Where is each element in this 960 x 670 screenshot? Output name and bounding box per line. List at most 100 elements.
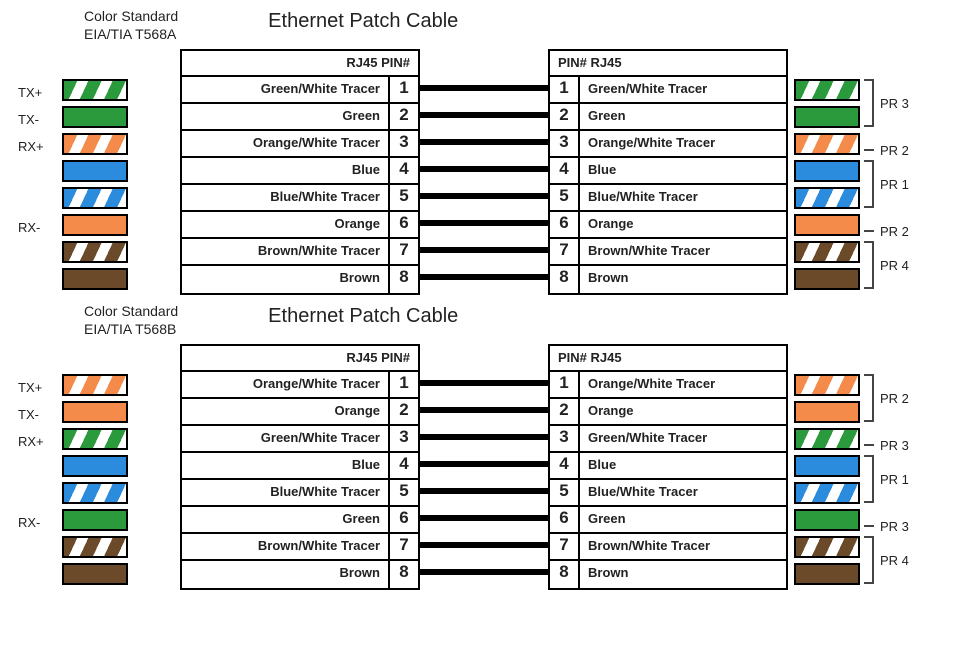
pin-row: Green/White Tracer 1	[182, 77, 418, 104]
color-swatch	[794, 133, 860, 155]
pair-bracket: PR 1	[864, 160, 909, 208]
wire	[420, 407, 548, 413]
pair-dash: PR 2	[864, 224, 909, 239]
pin-name: Green/White Tracer	[580, 426, 786, 451]
pin-number: 1	[388, 77, 418, 102]
dash-icon	[864, 149, 874, 151]
signal-label: RX+	[18, 133, 58, 160]
pin-row: 7 Brown/White Tracer	[550, 534, 786, 561]
pinout-section: Color Standard EIA/TIA T568A Ethernet Pa…	[0, 0, 960, 295]
pin-name: Orange	[182, 399, 388, 424]
section-title: Ethernet Patch Cable	[268, 10, 458, 33]
right-pin-table: PIN# RJ45 1 Orange/White Tracer 2 Orange…	[548, 344, 788, 590]
color-swatch	[62, 482, 128, 504]
pin-name: Brown	[580, 266, 786, 293]
pin-number: 5	[550, 480, 580, 505]
pair-dash: PR 3	[864, 438, 909, 453]
dash-icon	[864, 230, 874, 232]
pin-number: 6	[550, 212, 580, 237]
color-swatch	[62, 509, 128, 531]
pin-row: Orange/White Tracer 3	[182, 131, 418, 158]
pin-row: 3 Orange/White Tracer	[550, 131, 786, 158]
color-swatch	[794, 268, 860, 290]
color-swatch	[794, 509, 860, 531]
wire	[420, 542, 548, 548]
pin-number: 7	[388, 239, 418, 264]
pin-row: 5 Blue/White Tracer	[550, 185, 786, 212]
color-swatch	[62, 106, 128, 128]
signal-label	[18, 455, 58, 482]
dash-icon	[864, 444, 874, 446]
pair-label: PR 2	[880, 391, 909, 406]
pair-dash: PR 3	[864, 519, 909, 534]
left-table-header: RJ45 PIN#	[346, 51, 418, 75]
pin-name: Brown/White Tracer	[580, 534, 786, 559]
pair-label: PR 1	[880, 177, 909, 192]
standard-label: Color Standard EIA/TIA T568A	[18, 8, 178, 43]
pin-row: Orange/White Tracer 1	[182, 372, 418, 399]
pin-number: 7	[550, 239, 580, 264]
pin-number: 4	[388, 453, 418, 478]
pin-number: 6	[550, 507, 580, 532]
signal-label: RX-	[18, 214, 58, 241]
pin-name: Blue/White Tracer	[182, 480, 388, 505]
pin-number: 4	[388, 158, 418, 183]
color-swatch	[62, 241, 128, 263]
pin-number: 8	[550, 266, 580, 293]
color-swatch	[794, 79, 860, 101]
right-swatch-col	[794, 79, 860, 295]
pair-dash: PR 2	[864, 143, 909, 158]
signal-label: RX+	[18, 428, 58, 455]
color-swatch	[794, 241, 860, 263]
wire	[420, 85, 548, 91]
standard-line1: Color Standard	[84, 303, 178, 319]
pin-number: 3	[550, 131, 580, 156]
pin-number: 4	[550, 158, 580, 183]
color-swatch	[794, 214, 860, 236]
color-swatch	[62, 536, 128, 558]
pin-number: 3	[388, 131, 418, 156]
pin-number: 2	[550, 104, 580, 129]
pair-bracket: PR 4	[864, 241, 909, 289]
wire	[420, 434, 548, 440]
wire-connectors	[420, 370, 548, 575]
pair-bracket: PR 1	[864, 455, 909, 503]
bracket-icon	[864, 241, 874, 289]
pin-row: Brown/White Tracer 7	[182, 239, 418, 266]
signal-label	[18, 482, 58, 509]
wire	[420, 380, 548, 386]
left-swatch-col	[62, 79, 128, 295]
pin-row: 8 Brown	[550, 561, 786, 588]
pin-number: 4	[550, 453, 580, 478]
pin-name: Brown/White Tracer	[182, 534, 388, 559]
pin-number: 3	[388, 426, 418, 451]
pair-label: PR 1	[880, 472, 909, 487]
pin-name: Orange/White Tracer	[580, 131, 786, 156]
pin-name: Blue	[182, 453, 388, 478]
wire	[420, 247, 548, 253]
color-swatch	[794, 563, 860, 585]
right-table-header: PIN# RJ45	[550, 51, 622, 75]
color-swatch	[794, 160, 860, 182]
pin-number: 8	[550, 561, 580, 588]
wire	[420, 139, 548, 145]
pin-row: 6 Orange	[550, 212, 786, 239]
pair-label: PR 3	[880, 96, 909, 111]
pair-label: PR 3	[880, 519, 909, 534]
pin-row: 8 Brown	[550, 266, 786, 293]
pin-name: Blue/White Tracer	[580, 185, 786, 210]
signal-labels: TX+TX-RX+RX-	[18, 374, 58, 590]
standard-label: Color Standard EIA/TIA T568B	[18, 303, 178, 338]
signal-label	[18, 563, 58, 590]
wire	[420, 488, 548, 494]
wire-connectors	[420, 75, 548, 280]
pin-number: 5	[388, 480, 418, 505]
color-swatch	[794, 455, 860, 477]
signal-label	[18, 160, 58, 187]
pair-label: PR 2	[880, 143, 909, 158]
pin-name: Orange/White Tracer	[580, 372, 786, 397]
pin-number: 2	[550, 399, 580, 424]
pin-row: 2 Orange	[550, 399, 786, 426]
pin-row: Brown/White Tracer 7	[182, 534, 418, 561]
signal-label: TX+	[18, 79, 58, 106]
